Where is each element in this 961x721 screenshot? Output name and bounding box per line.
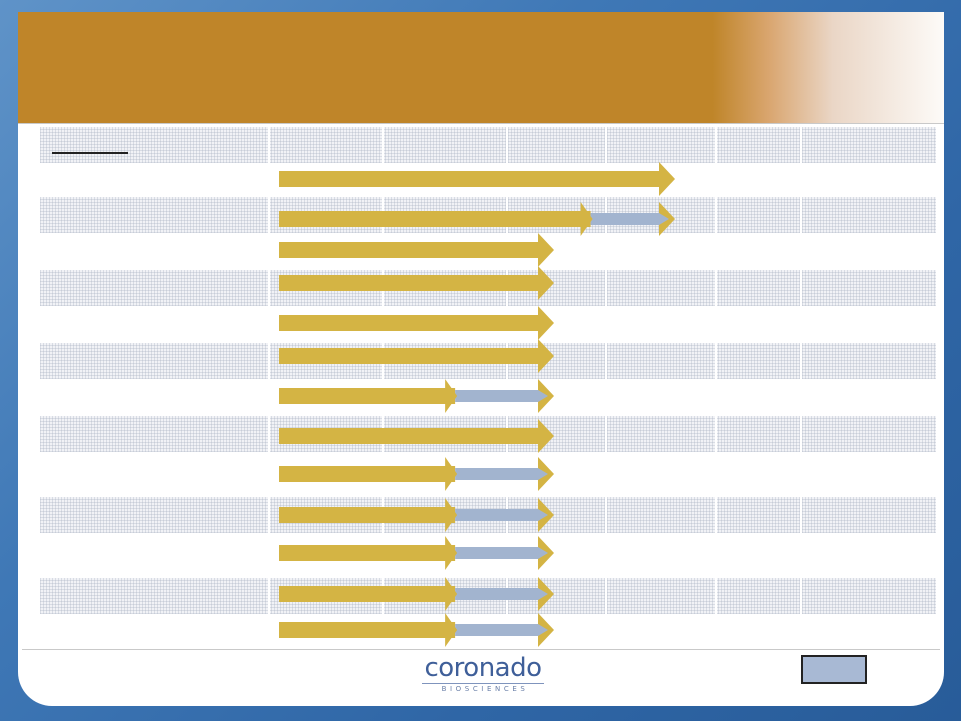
pipeline-arrow bbox=[279, 577, 554, 611]
arrow-head bbox=[538, 339, 554, 373]
arrow-completed-segment bbox=[279, 428, 538, 444]
arrow-in-progress-segment bbox=[455, 509, 542, 521]
arrow-in-progress-segment bbox=[590, 213, 663, 225]
arrow-stage-chevron bbox=[445, 577, 458, 611]
arrow-completed-segment bbox=[279, 586, 456, 602]
arrow-completed-segment bbox=[279, 622, 456, 638]
arrow-in-progress-segment bbox=[455, 547, 542, 559]
table-row-band bbox=[40, 497, 936, 533]
column-divider bbox=[506, 127, 508, 623]
footer-divider bbox=[22, 649, 940, 650]
arrow-head bbox=[538, 233, 554, 267]
arrow-completed-segment bbox=[279, 466, 456, 482]
arrow-completed-segment bbox=[279, 315, 538, 331]
arrow-in-progress-segment bbox=[455, 588, 542, 600]
company-logo: coronado BIOSCIENCES bbox=[418, 654, 548, 698]
page-number-box bbox=[801, 655, 867, 684]
arrow-head bbox=[659, 162, 675, 196]
arrow-head-inner bbox=[538, 509, 548, 521]
pipeline-arrow bbox=[279, 613, 554, 647]
pipeline-arrow bbox=[279, 498, 554, 532]
arrow-completed-segment bbox=[279, 388, 456, 404]
arrow-head-inner bbox=[538, 547, 548, 559]
pipeline-arrow bbox=[279, 266, 554, 300]
arrow-stage-chevron bbox=[445, 457, 458, 491]
arrow-stage-chevron bbox=[445, 379, 458, 413]
arrow-completed-segment bbox=[279, 211, 591, 227]
column-divider bbox=[382, 127, 384, 623]
logo-rule bbox=[422, 683, 544, 684]
pipeline-arrows bbox=[279, 162, 675, 647]
arrow-completed-segment bbox=[279, 242, 538, 258]
arrow-stage-chevron bbox=[445, 498, 458, 532]
arrow-head-inner bbox=[659, 213, 669, 225]
pipeline-arrow bbox=[279, 339, 554, 373]
arrow-in-progress-segment bbox=[455, 468, 542, 480]
arrow-stage-chevron bbox=[445, 536, 458, 570]
arrow-head bbox=[538, 306, 554, 340]
pipeline-arrow bbox=[279, 536, 554, 570]
logo-tagline: BIOSCIENCES bbox=[441, 685, 529, 693]
arrow-head-inner bbox=[538, 390, 548, 402]
arrow-head bbox=[538, 266, 554, 300]
column-divider bbox=[715, 127, 717, 623]
pipeline-arrow bbox=[279, 202, 675, 236]
arrow-head-inner bbox=[538, 468, 548, 480]
arrow-head bbox=[538, 419, 554, 453]
arrow-stage-chevron bbox=[445, 613, 458, 647]
column-divider bbox=[268, 127, 270, 623]
pipeline-arrow bbox=[279, 306, 554, 340]
arrow-stage-chevron bbox=[580, 202, 593, 236]
slide: coronado BIOSCIENCES bbox=[18, 12, 944, 706]
arrow-in-progress-segment bbox=[455, 390, 542, 402]
pipeline-arrow bbox=[279, 419, 554, 453]
arrow-completed-segment bbox=[279, 545, 456, 561]
arrow-completed-segment bbox=[279, 171, 659, 187]
pipeline-arrow bbox=[279, 233, 554, 267]
arrow-completed-segment bbox=[279, 507, 456, 523]
pipeline-arrow bbox=[279, 457, 554, 491]
logo-wordmark: coronado bbox=[424, 653, 542, 683]
table-header-row bbox=[40, 127, 936, 163]
arrow-head-inner bbox=[538, 588, 548, 600]
column-divider bbox=[800, 127, 802, 623]
pipeline-arrow bbox=[279, 379, 554, 413]
pipeline-arrow bbox=[279, 162, 675, 196]
arrow-completed-segment bbox=[279, 348, 538, 364]
arrow-in-progress-segment bbox=[455, 624, 542, 636]
arrow-head-inner bbox=[538, 624, 548, 636]
slide-header-banner bbox=[18, 12, 944, 124]
column-header-underline bbox=[52, 152, 128, 154]
column-divider bbox=[605, 127, 607, 623]
arrow-completed-segment bbox=[279, 275, 538, 291]
